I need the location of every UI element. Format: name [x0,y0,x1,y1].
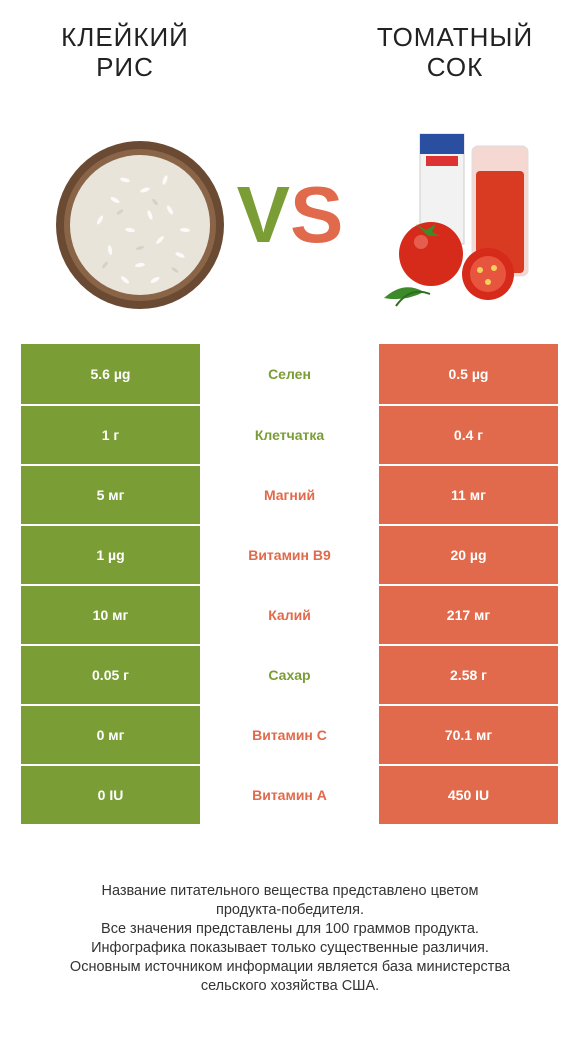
nutrient-name-cell: Клетчатка [200,404,379,465]
table-row: 5.6 µg Селен 0.5 µg [21,344,558,405]
footer-line5: Основным источником информации является … [69,959,511,975]
tomato-juice-image [384,133,529,307]
right-value-cell: 0.4 г [379,404,558,465]
footer-line2: продукта-победителя. [215,902,365,918]
right-product-title: Томатный сок [330,22,580,82]
left-title-line1: Клейкий [61,22,189,52]
table-row: 10 мг Калий 217 мг [21,584,558,645]
nutrient-name-cell: Селен [200,344,379,405]
table-row: 5 мг Магний 11 мг [21,464,558,525]
right-value-cell: 11 мг [379,464,558,525]
left-product-title: Клейкий рис [0,22,250,82]
sticky-rice-bowl-image [56,141,224,309]
footer-line1: Название питательного вещества представл… [101,883,479,899]
right-value-cell: 217 мг [379,584,558,645]
footer-note: Название питательного вещества представл… [0,882,580,996]
table-row: 0.05 г Сахар 2.58 г [21,644,558,705]
nutrient-name-cell: Витамин A [200,764,379,824]
left-value-cell: 10 мг [21,584,200,645]
nutrient-name-cell: Витамин B9 [200,524,379,585]
table-row: 0 мг Витамин C 70.1 мг [21,704,558,765]
left-value-cell: 5.6 µg [21,344,200,405]
left-value-cell: 1 г [21,404,200,465]
footer-line3: Все значения представлены для 100 граммо… [101,921,479,937]
right-value-cell: 20 µg [379,524,558,585]
nutrient-name-cell: Калий [200,584,379,645]
left-value-cell: 0 мг [21,704,200,765]
nutrient-name-cell: Магний [200,464,379,525]
left-value-cell: 1 µg [21,524,200,585]
left-value-cell: 5 мг [21,464,200,525]
right-value-cell: 0.5 µg [379,344,558,405]
table-row: 1 µg Витамин B9 20 µg [21,524,558,585]
right-value-cell: 450 IU [379,764,558,824]
left-value-cell: 0.05 г [21,644,200,705]
right-value-cell: 2.58 г [379,644,558,705]
left-title-line2: рис [96,52,154,82]
footer-line4: Инфографика показывает только существенн… [91,940,489,956]
table-row: 0 IU Витамин A 450 IU [21,764,558,824]
nutrient-name-cell: Сахар [200,644,379,705]
right-title-line2: сок [426,52,484,82]
footer-line6: сельского хозяйства США. [200,978,380,994]
table-row: 1 г Клетчатка 0.4 г [21,404,558,465]
nutrient-name-cell: Витамин C [200,704,379,765]
left-value-cell: 0 IU [21,764,200,824]
right-value-cell: 70.1 мг [379,704,558,765]
versus-label: VS [236,170,344,259]
right-title-line1: Томатный [376,22,534,52]
